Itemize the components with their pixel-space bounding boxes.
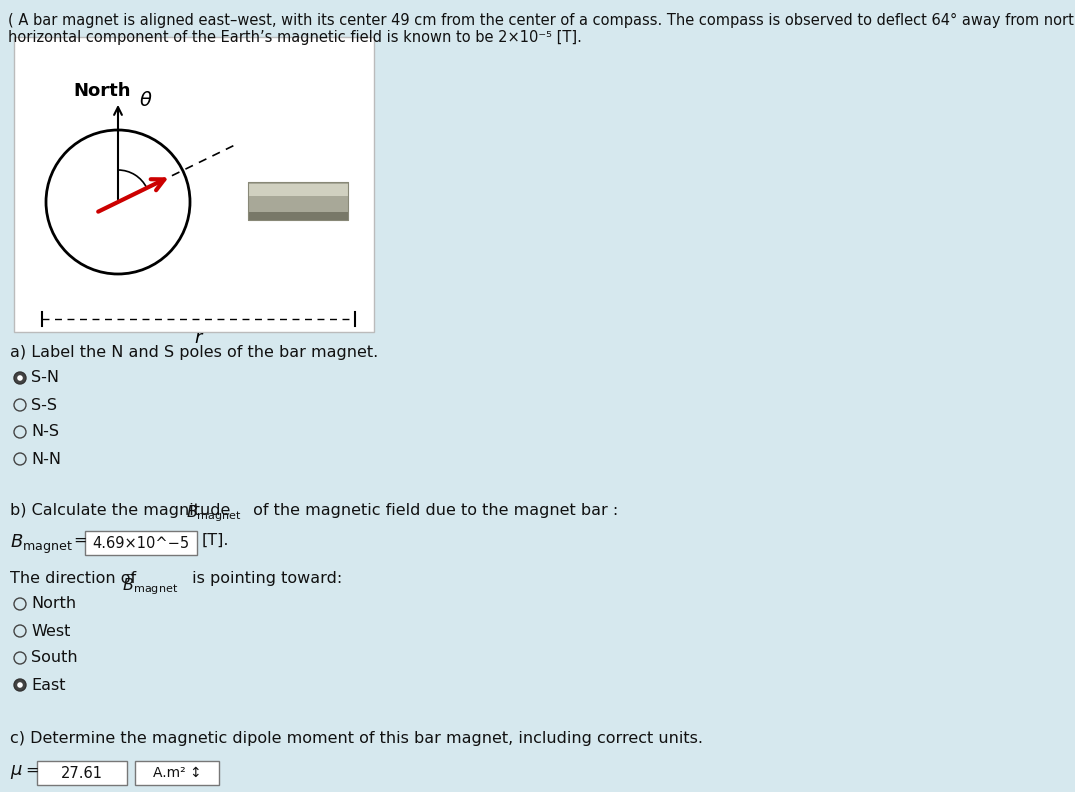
- Text: =: =: [25, 763, 39, 778]
- Text: b) Calculate the magnitude: b) Calculate the magnitude: [10, 503, 235, 518]
- Bar: [248, 182, 348, 220]
- Text: 27.61: 27.61: [61, 766, 103, 780]
- Text: The direction of: The direction of: [10, 571, 141, 586]
- Text: S-S: S-S: [31, 398, 57, 413]
- Circle shape: [14, 679, 26, 691]
- Text: $B_\mathrm{magnet}$: $B_\mathrm{magnet}$: [10, 533, 73, 556]
- Text: East: East: [31, 677, 66, 692]
- FancyBboxPatch shape: [85, 531, 197, 555]
- Text: ( A bar magnet is aligned east–west, with its center 49 cm from the center of a : ( A bar magnet is aligned east–west, wit…: [8, 13, 1075, 28]
- Text: of the magnetic field due to the magnet bar :: of the magnetic field due to the magnet …: [248, 503, 618, 518]
- Text: West: West: [31, 623, 70, 638]
- Circle shape: [17, 682, 23, 687]
- Text: N-S: N-S: [31, 425, 59, 440]
- Circle shape: [14, 372, 26, 384]
- Text: horizontal component of the Earth’s magnetic field is known to be 2×10⁻⁵ [T].: horizontal component of the Earth’s magn…: [8, 30, 582, 45]
- Text: South: South: [31, 650, 77, 665]
- Text: =: =: [73, 533, 86, 548]
- Text: A.m² ↕: A.m² ↕: [153, 766, 201, 780]
- Text: North: North: [31, 596, 76, 611]
- Text: c) Determine the magnetic dipole moment of this bar magnet, including correct un: c) Determine the magnetic dipole moment …: [10, 731, 703, 746]
- Bar: [14, 37, 374, 332]
- Text: r: r: [195, 329, 202, 347]
- Text: North: North: [73, 82, 130, 100]
- FancyBboxPatch shape: [37, 761, 127, 785]
- Text: is pointing toward:: is pointing toward:: [187, 571, 342, 586]
- Text: N-N: N-N: [31, 451, 61, 466]
- Text: $B_\mathrm{magnet}$: $B_\mathrm{magnet}$: [186, 503, 242, 524]
- FancyBboxPatch shape: [135, 761, 219, 785]
- Text: θ: θ: [140, 91, 152, 110]
- Text: $\mu$: $\mu$: [10, 763, 23, 781]
- Bar: [248, 211, 348, 220]
- Text: a) Label the N and S poles of the bar magnet.: a) Label the N and S poles of the bar ma…: [10, 345, 378, 360]
- Text: [T].: [T].: [202, 533, 229, 548]
- Circle shape: [17, 375, 23, 381]
- Bar: [248, 182, 348, 220]
- Text: S-N: S-N: [31, 371, 59, 386]
- Text: $\vec{B}_\mathrm{magnet}$: $\vec{B}_\mathrm{magnet}$: [121, 571, 178, 597]
- Bar: [248, 185, 348, 196]
- Text: 4.69×10^−5: 4.69×10^−5: [92, 535, 189, 550]
